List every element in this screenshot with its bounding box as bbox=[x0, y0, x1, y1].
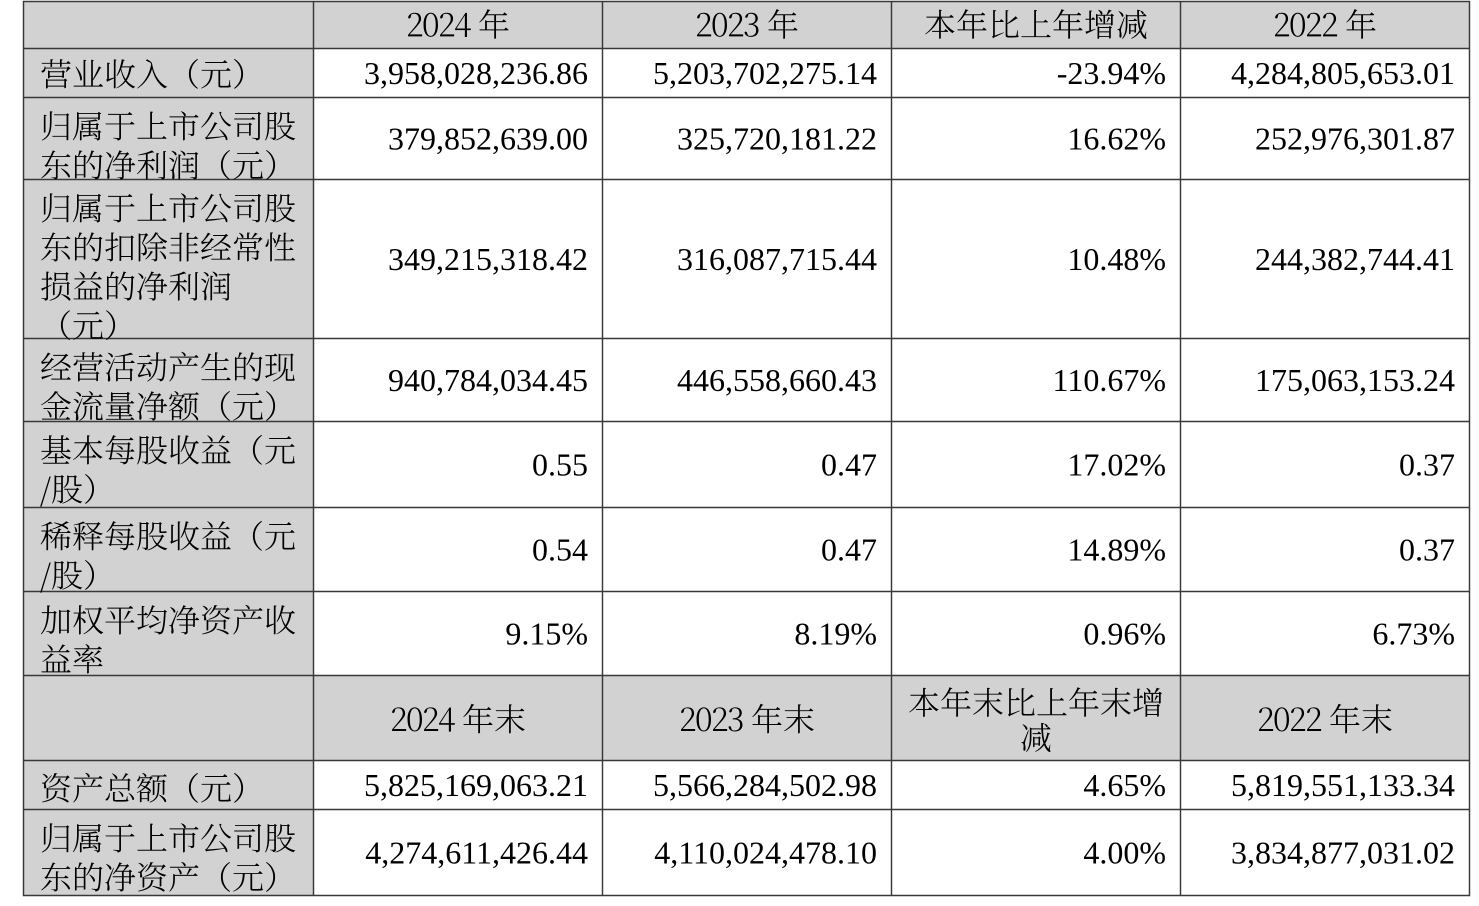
svg-text:110.67%: 110.67% bbox=[1053, 362, 1166, 398]
svg-text:379,852,639.00: 379,852,639.00 bbox=[388, 121, 588, 157]
svg-text:8.19%: 8.19% bbox=[794, 616, 877, 652]
svg-text:17.02%: 17.02% bbox=[1067, 447, 1166, 483]
svg-text:316,087,715.44: 316,087,715.44 bbox=[677, 241, 877, 277]
svg-text:0.47: 0.47 bbox=[821, 447, 877, 483]
svg-text:4,110,024,478.10: 4,110,024,478.10 bbox=[654, 835, 877, 871]
svg-text:5,566,284,502.98: 5,566,284,502.98 bbox=[653, 767, 877, 803]
svg-text:940,784,034.45: 940,784,034.45 bbox=[388, 362, 588, 398]
svg-text:4.65%: 4.65% bbox=[1083, 767, 1166, 803]
svg-text:0.37: 0.37 bbox=[1399, 447, 1455, 483]
svg-text:446,558,660.43: 446,558,660.43 bbox=[677, 362, 877, 398]
svg-text:10.48%: 10.48% bbox=[1067, 241, 1166, 277]
svg-text:16.62%: 16.62% bbox=[1067, 121, 1166, 157]
svg-text:0.54: 0.54 bbox=[532, 532, 588, 568]
svg-text:4,274,611,426.44: 4,274,611,426.44 bbox=[365, 835, 588, 871]
svg-text:5,819,551,133.34: 5,819,551,133.34 bbox=[1231, 767, 1455, 803]
svg-text:3,834,877,031.02: 3,834,877,031.02 bbox=[1231, 835, 1455, 871]
svg-text:325,720,181.22: 325,720,181.22 bbox=[677, 121, 877, 157]
svg-text:5,203,702,275.14: 5,203,702,275.14 bbox=[653, 55, 877, 91]
svg-text:4,284,805,653.01: 4,284,805,653.01 bbox=[1231, 55, 1455, 91]
svg-text:-23.94%: -23.94% bbox=[1057, 55, 1166, 91]
svg-text:6.73%: 6.73% bbox=[1372, 616, 1455, 652]
svg-text:5,825,169,063.21: 5,825,169,063.21 bbox=[364, 767, 588, 803]
svg-text:0.37: 0.37 bbox=[1399, 532, 1455, 568]
svg-text:3,958,028,236.86: 3,958,028,236.86 bbox=[364, 55, 588, 91]
svg-text:252,976,301.87: 252,976,301.87 bbox=[1255, 121, 1455, 157]
svg-text:0.55: 0.55 bbox=[532, 447, 588, 483]
svg-text:175,063,153.24: 175,063,153.24 bbox=[1255, 362, 1455, 398]
svg-text:0.47: 0.47 bbox=[821, 532, 877, 568]
svg-text:0.96%: 0.96% bbox=[1083, 616, 1166, 652]
svg-text:4.00%: 4.00% bbox=[1083, 835, 1166, 871]
svg-text:9.15%: 9.15% bbox=[505, 616, 588, 652]
svg-text:14.89%: 14.89% bbox=[1067, 532, 1166, 568]
svg-text:349,215,318.42: 349,215,318.42 bbox=[388, 241, 588, 277]
svg-text:244,382,744.41: 244,382,744.41 bbox=[1255, 241, 1455, 277]
